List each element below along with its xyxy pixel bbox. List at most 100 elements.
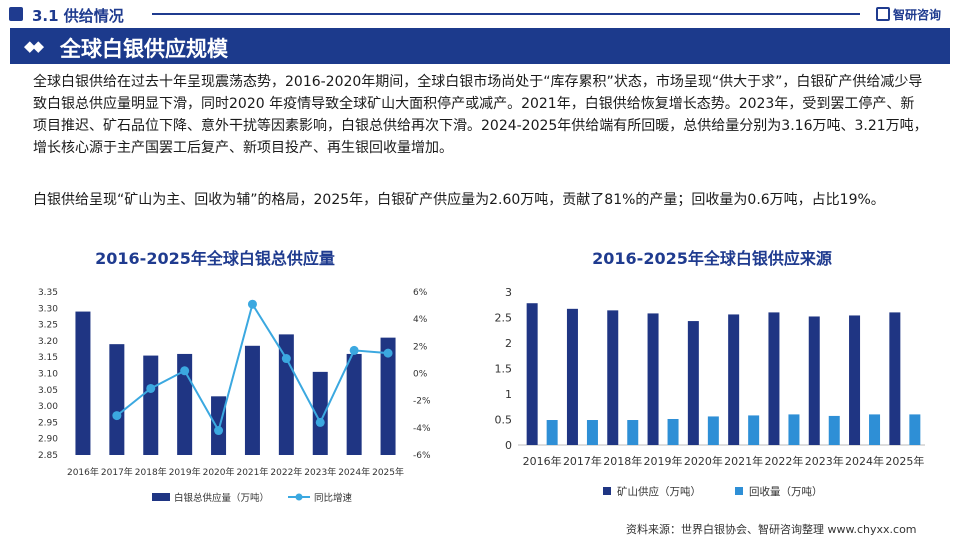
bar-mine-supply [849, 315, 861, 445]
chart-total-supply: 2016-2025年全球白银总供应量 2.85 2.90 2.95 3.00 3.05 3.… [20, 240, 450, 515]
logo-text: 智研咨询 [893, 8, 942, 22]
bar-total-supply [244, 345, 260, 455]
x-tick-label: 2023年 [304, 466, 336, 478]
bar-recycling [748, 415, 760, 445]
y2-tick-label: 6% [413, 288, 428, 298]
bar-recycling [707, 416, 719, 445]
x-tick-label: 2021年 [724, 454, 763, 468]
bar-mine-supply [526, 303, 538, 445]
y-tick-label: 3.25 [38, 321, 58, 331]
y-tick-label: 3.15 [38, 353, 58, 363]
x-tick-label: 2024年 [845, 454, 884, 468]
x-tick-label: 2016年 [523, 454, 562, 468]
y-tick-label: 3.30 [38, 304, 58, 314]
bar-recycling [546, 420, 558, 445]
y-tick-label: 3 [505, 286, 512, 299]
bar-recycling [869, 414, 881, 445]
y-tick-label: 3.10 [38, 370, 58, 380]
y2-tick-label: -4% [413, 424, 431, 434]
point-yoy-growth [383, 348, 393, 358]
chart-total-supply-svg: 2016-2025年全球白银总供应量 2.85 2.90 2.95 3.00 3.05 3.… [38, 249, 431, 504]
point-yoy-growth [315, 417, 325, 427]
legend-label-mine: 矿山供应（万吨） [617, 485, 701, 498]
y-tick-label: 2.95 [38, 418, 58, 428]
y2-tick-label: -6% [413, 451, 431, 461]
x-tick-label: 2020年 [203, 466, 235, 478]
bar-mine-supply [607, 310, 619, 445]
y-tick-label: 2.5 [495, 312, 513, 325]
chart-supply-source: 2016-2025年全球白银供应来源 0 0.5 1 1.5 2 2.5 3 2016年 2017… [480, 240, 950, 515]
y2-tick-label: -2% [413, 397, 431, 407]
x-tick-label: 2017年 [101, 466, 133, 478]
chevron-decor-icon: ◆◆ [24, 37, 44, 55]
bar-mine-supply [728, 314, 740, 445]
x-tick-label: 2022年 [270, 466, 302, 478]
x-tick-label: 2016年 [67, 466, 99, 478]
chart2-title: 2016-2025年全球白银供应来源 [592, 249, 832, 268]
legend-swatch-bar [152, 493, 170, 501]
legend-label-total: 白银总供应量（万吨） [174, 492, 269, 504]
legend-label-growth: 同比增速 [314, 492, 353, 504]
point-yoy-growth [146, 383, 156, 393]
bar-recycling [667, 418, 679, 445]
top-bar: 3.1 供给情况 智研咨询 [0, 0, 960, 28]
bar-total-supply [109, 344, 125, 455]
x-tick-label: 2019年 [644, 454, 683, 468]
y-tick-label: 3.00 [38, 402, 58, 412]
section-title: 3.1 供给情况 [32, 7, 124, 25]
brand-logo: 智研咨询 [876, 6, 941, 23]
bar-recycling [828, 415, 840, 445]
x-tick-label: 2023年 [805, 454, 844, 468]
bar-mine-supply [808, 316, 820, 445]
y-tick-label: 3.05 [38, 386, 58, 396]
legend-swatch-recycling [735, 487, 743, 495]
y-tick-label: 2.90 [38, 435, 58, 445]
legend-label-recycling: 回收量（万吨） [749, 485, 823, 498]
bar-recycling [788, 414, 800, 445]
x-tick-label: 2017年 [563, 454, 602, 468]
page-title: 全球白银供应规模 [60, 37, 228, 61]
x-tick-label: 2021年 [236, 466, 268, 478]
bar-total-supply [143, 355, 159, 455]
x-tick-label: 2025年 [885, 454, 924, 468]
point-yoy-growth [112, 411, 122, 421]
bar-recycling [909, 414, 921, 445]
y-tick-label: 0 [505, 439, 512, 452]
bar-total-supply [312, 371, 328, 455]
bar-mine-supply [687, 321, 699, 445]
x-tick-label: 2020年 [684, 454, 723, 468]
y2-tick-label: 0% [413, 370, 428, 380]
x-tick-label: 2018年 [135, 466, 167, 478]
x-tick-label: 2019年 [169, 466, 201, 478]
header-divider [152, 13, 860, 15]
point-yoy-growth [349, 345, 359, 355]
legend-swatch-mine [603, 487, 611, 495]
y-tick-label: 0.5 [495, 414, 513, 427]
y2-tick-label: 2% [413, 342, 428, 352]
x-tick-label: 2018年 [603, 454, 642, 468]
paragraph-supply-trend: 全球白银供给在过去十年呈现震荡态势，2016-2020年期间，全球白银市场尚处于… [33, 74, 928, 156]
y-tick-label: 3.20 [38, 337, 58, 347]
bar-recycling [586, 420, 598, 445]
source-note: 资料来源：世界白银协会、智研咨询整理 www.chyxx.com [626, 523, 917, 536]
y-tick-label: 1 [505, 388, 512, 401]
point-yoy-growth [214, 426, 224, 436]
bar-mine-supply [889, 312, 901, 445]
title-banner: ◆◆ 全球白银供应规模 [10, 28, 950, 64]
bar-mine-supply [566, 308, 578, 445]
point-yoy-growth [247, 299, 257, 309]
y-tick-label: 3.35 [38, 288, 58, 298]
paragraph-supply-structure: 白银供给呈现“矿山为主、回收为辅”的格局，2025年，白银矿产供应量为2.60万… [33, 192, 885, 208]
y-tick-label: 1.5 [495, 363, 513, 376]
chart-supply-source-svg: 2016-2025年全球白银供应来源 0 0.5 1 1.5 2 2.5 3 2016年 2017… [495, 249, 925, 498]
x-tick-label: 2022年 [764, 454, 803, 468]
legend-swatch-marker [295, 493, 303, 501]
chart1-title: 2016-2025年全球白银总供应量 [95, 249, 335, 268]
x-tick-label: 2025年 [372, 466, 404, 478]
bar-total-supply [75, 311, 91, 455]
bar-recycling [627, 420, 639, 445]
bar-mine-supply [768, 312, 780, 445]
section-square-icon [9, 7, 23, 21]
y-tick-label: 2.85 [38, 451, 58, 461]
bar-total-supply [380, 337, 396, 455]
